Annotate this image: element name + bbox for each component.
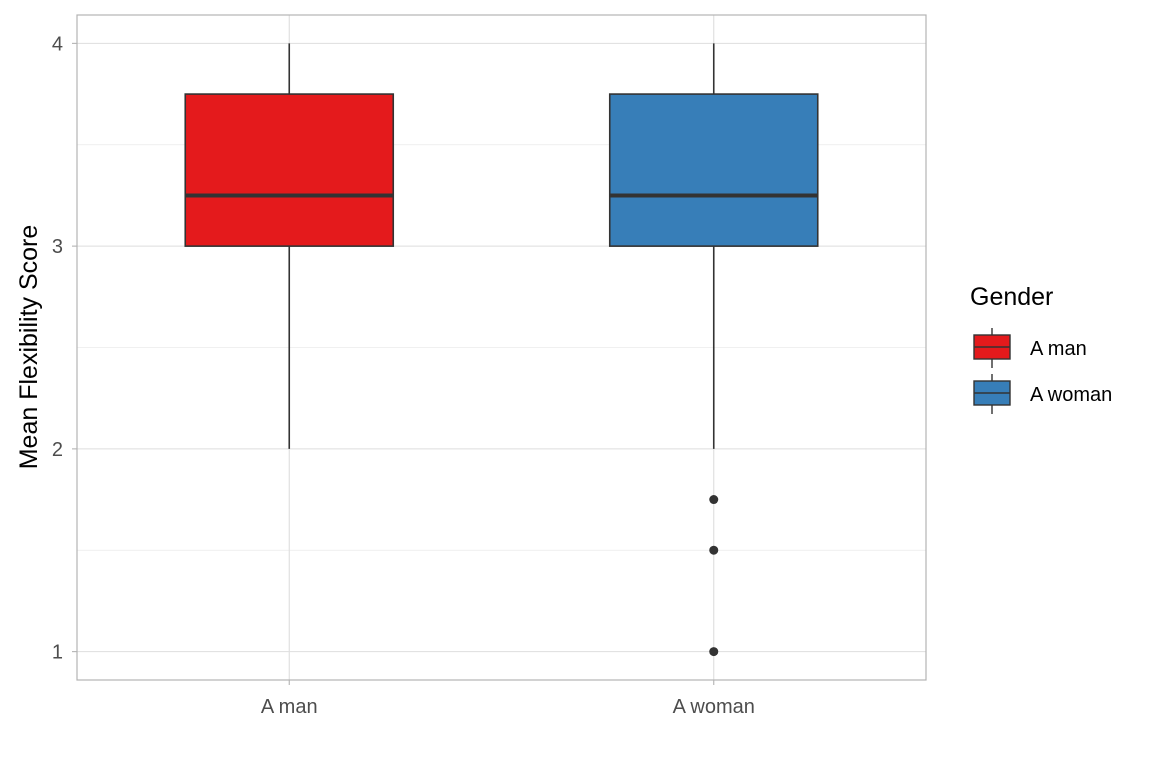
legend-item-a-woman: A woman <box>973 374 1112 414</box>
axes: 1 2 3 4 A man A woman <box>52 33 755 718</box>
outlier-point <box>709 545 719 555</box>
y-tick-label: 2 <box>52 439 63 461</box>
outlier-point <box>709 647 719 657</box>
x-tick-label: A woman <box>673 696 755 718</box>
boxes <box>184 43 819 657</box>
legend-label: A man <box>1030 338 1087 360</box>
box-body <box>184 93 395 247</box>
legend-title: Gender <box>970 283 1053 311</box>
outlier-point <box>709 495 719 505</box>
box-a-man <box>184 43 395 449</box>
panel-border <box>76 14 927 681</box>
y-tick-label: 1 <box>52 642 63 664</box>
legend-label: A woman <box>1030 384 1112 406</box>
legend: Gender A man A woman <box>970 283 1112 414</box>
y-tick-label: 3 <box>52 236 63 258</box>
box-body <box>608 93 819 247</box>
y-axis-title: Mean Flexibility Score <box>15 225 43 470</box>
x-tick-label: A man <box>261 696 318 718</box>
box-a-woman <box>608 43 819 657</box>
legend-item-a-man: A man <box>973 328 1087 368</box>
y-tick-label: 4 <box>52 33 63 55</box>
